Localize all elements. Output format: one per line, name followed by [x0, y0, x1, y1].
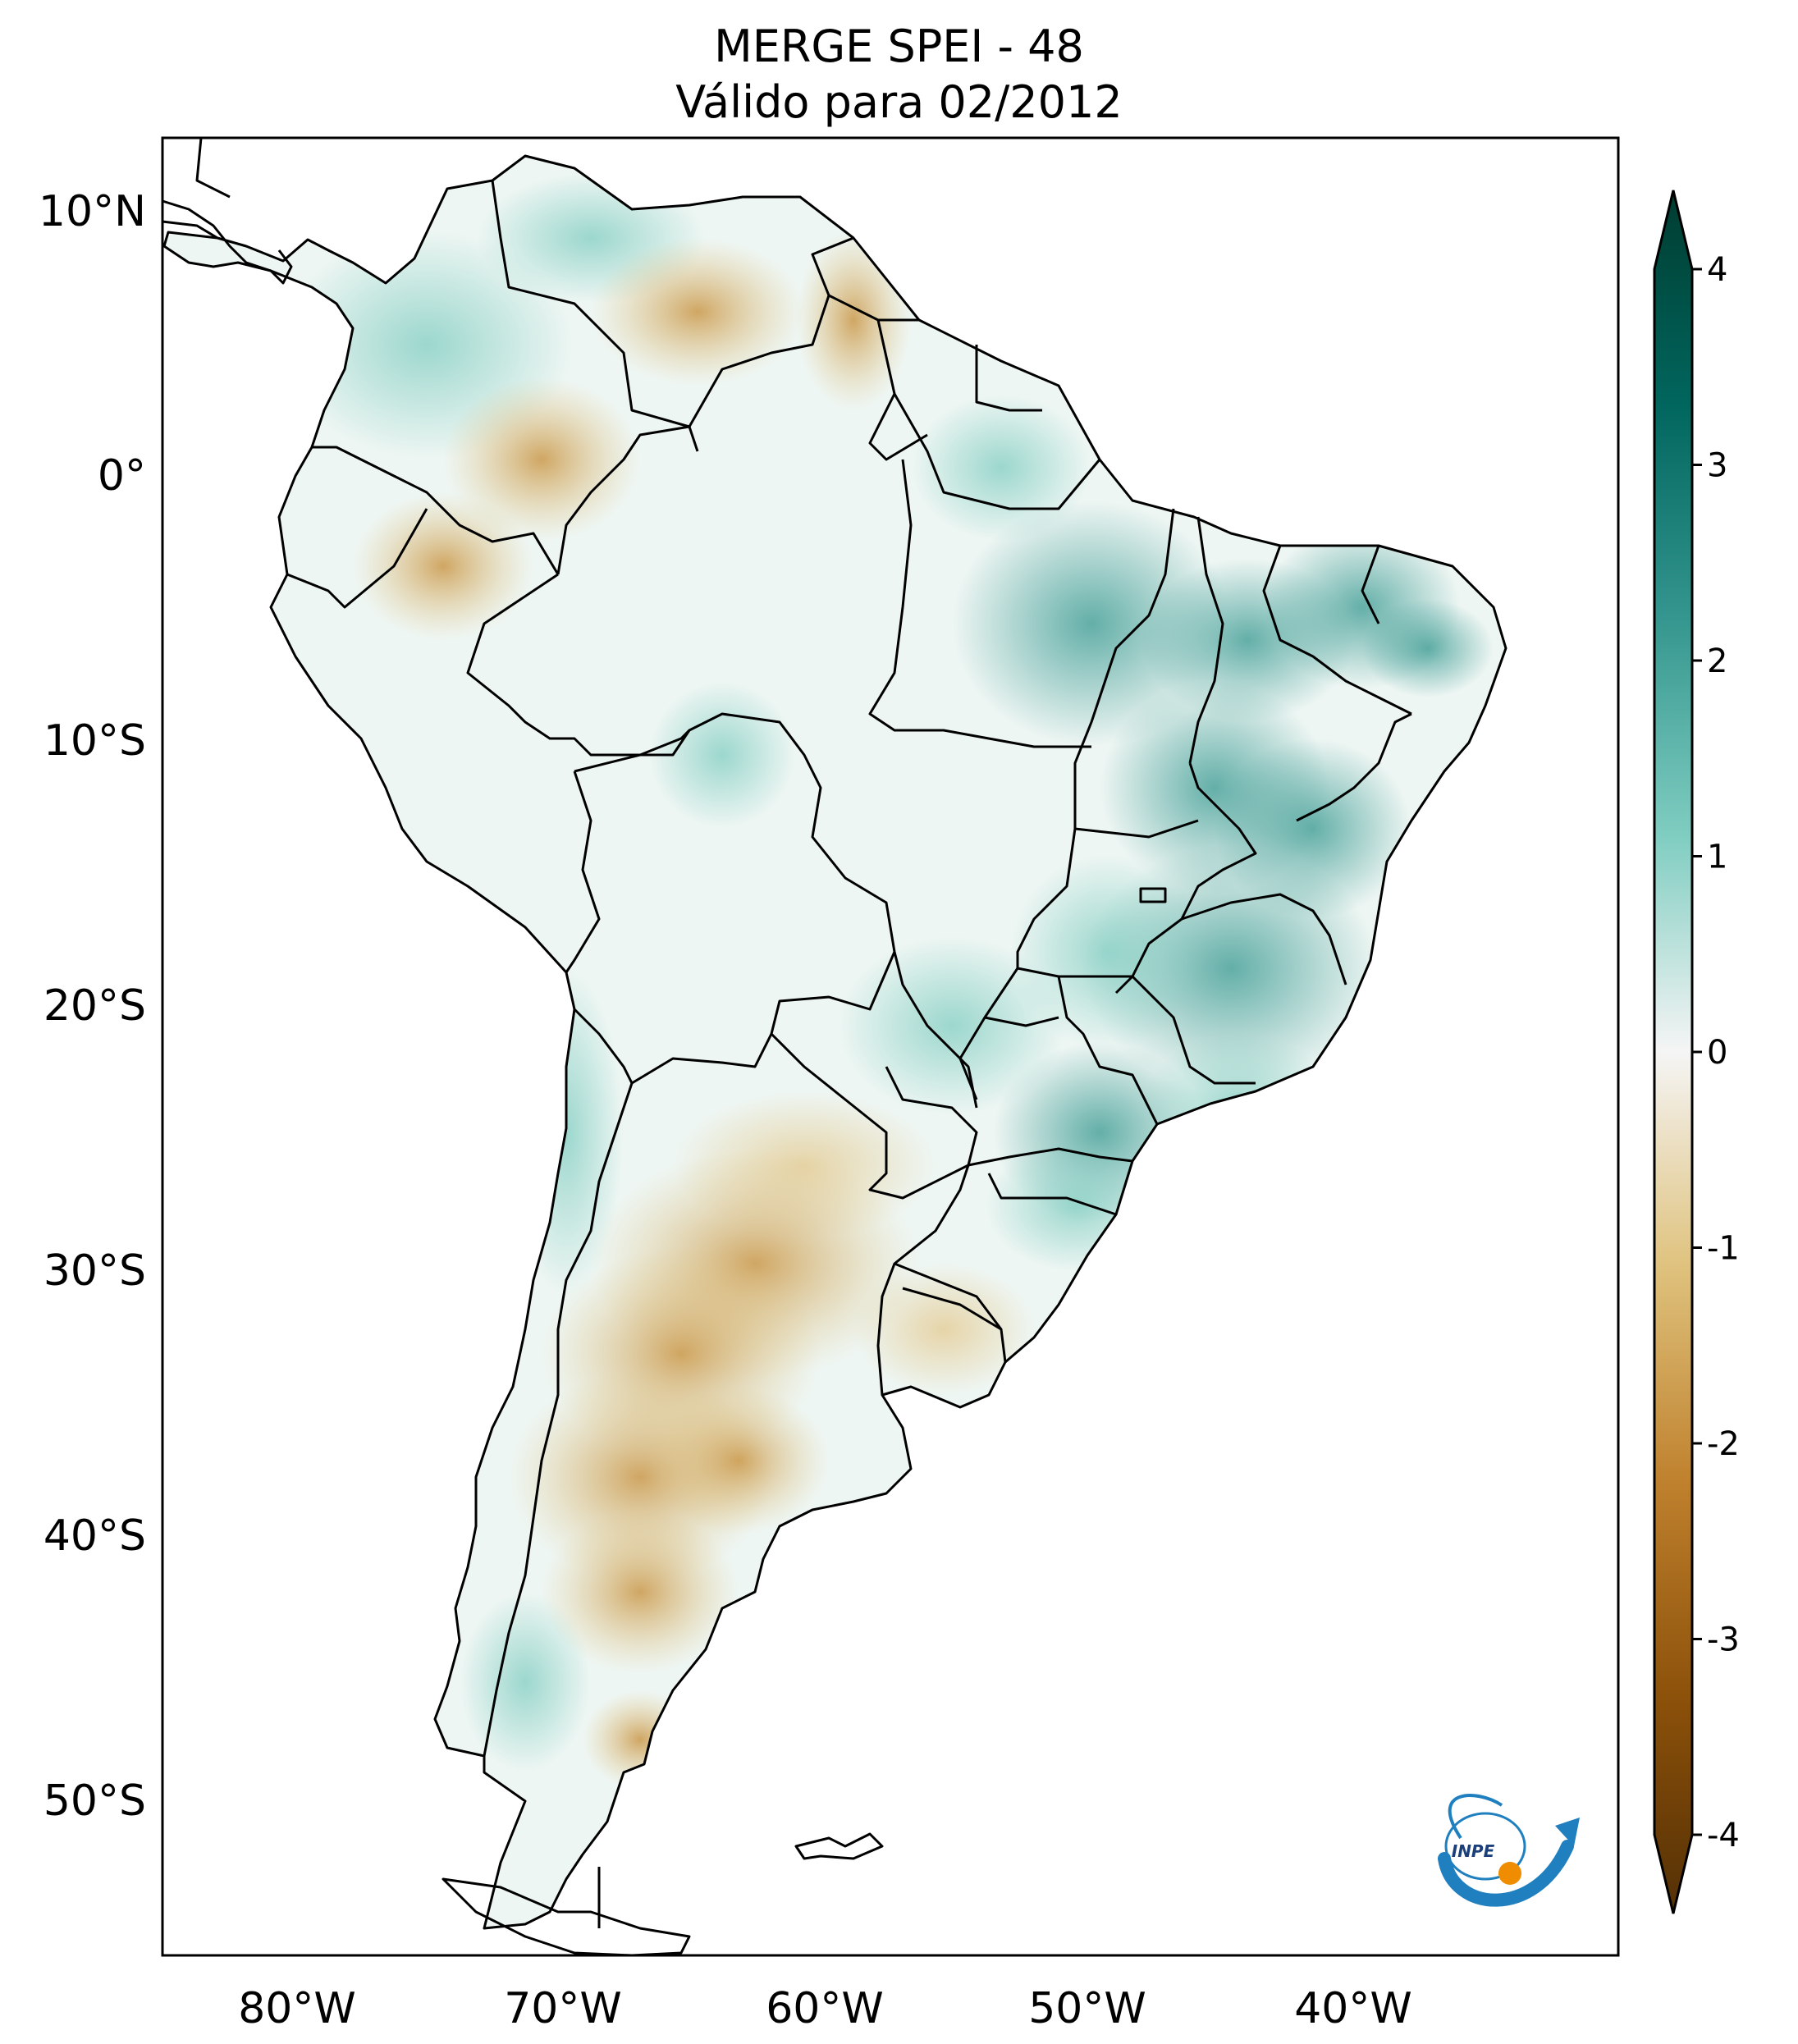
lon-label: 80°W: [238, 1984, 356, 2033]
lat-label: 50°S: [43, 1776, 146, 1826]
colorbar-tick-label: 0: [1707, 1034, 1727, 1072]
lon-label: 40°W: [1294, 1984, 1412, 2033]
lat-label: 10°N: [39, 187, 146, 236]
colorbar-tick-label: 3: [1707, 447, 1727, 485]
colorbar-tick-label: 2: [1707, 642, 1727, 680]
colorbar-tick-label: -3: [1707, 1621, 1740, 1659]
inpe-logo-text: INPE: [1452, 1841, 1495, 1861]
inpe-logo: INPE: [1438, 1794, 1580, 1907]
lat-label: 10°S: [43, 716, 146, 766]
lat-label: 0°: [98, 451, 146, 501]
map-title: MERGE SPEI - 48: [714, 21, 1084, 72]
colorbar-tick-label: -1: [1707, 1230, 1740, 1268]
lon-label: 70°W: [504, 1984, 622, 2033]
lon-label: 60°W: [766, 1984, 884, 2033]
lon-label: 50°W: [1028, 1984, 1146, 2033]
colorbar-tick-label: 4: [1707, 251, 1727, 289]
longitude-labels: 80°W 70°W 60°W 50°W 40°W: [238, 1984, 1412, 2033]
colorbar-tick-label: -4: [1707, 1817, 1740, 1854]
colorbar: 4 3 2 1 0 -1 -2 -3 -4: [1653, 190, 1740, 1914]
colorbar-bar: [1653, 190, 1694, 1914]
latitude-labels: 10°N 0° 10°S 20°S 30°S 40°S 50°S: [39, 187, 146, 1826]
colorbar-tick-label: 1: [1707, 839, 1727, 876]
lat-label: 30°S: [43, 1246, 146, 1296]
map-subtitle: Válido para 02/2012: [675, 76, 1123, 128]
country-borders: [162, 137, 1507, 1957]
lat-label: 20°S: [43, 981, 146, 1031]
spei-field: [279, 172, 1494, 1789]
lat-label: 40°S: [43, 1511, 146, 1561]
colorbar-tick-label: -2: [1707, 1425, 1740, 1463]
